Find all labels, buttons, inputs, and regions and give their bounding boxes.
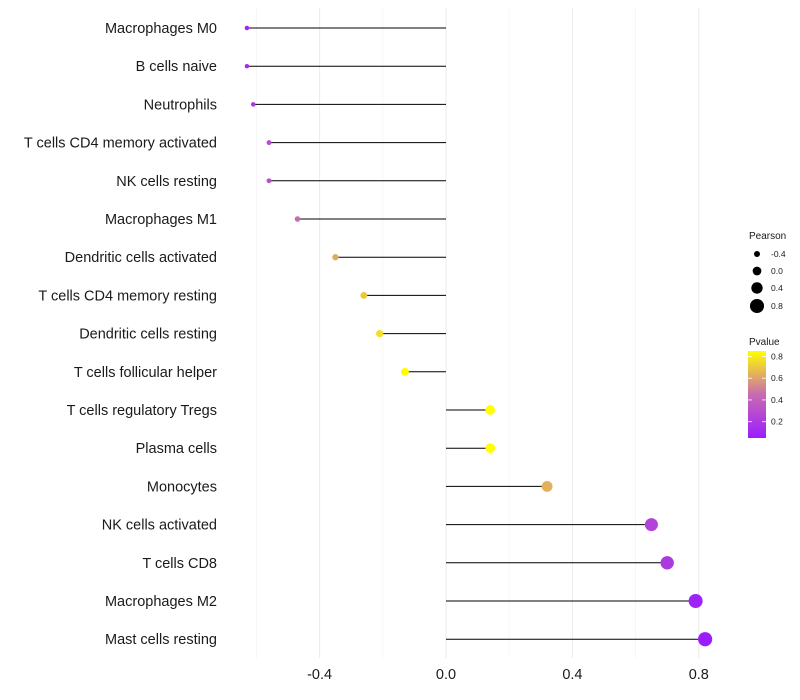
size-legend-key-3: [749, 298, 765, 314]
category-label-8: Dendritic cells resting: [79, 327, 217, 343]
point-10: [485, 405, 496, 415]
size-legend-label-0: -0.4: [771, 249, 786, 259]
size-legend-key-2: [751, 282, 763, 294]
color-legend-label-0: 0.8: [771, 351, 783, 361]
point-14: [660, 556, 674, 570]
x-tick-label-0: -0.4: [307, 667, 332, 683]
category-label-11: Plasma cells: [136, 441, 217, 457]
size-legend-label-2: 0.4: [771, 283, 783, 293]
pvalue-colorbar: [748, 351, 766, 438]
category-label-16: Mast cells resting: [105, 632, 217, 648]
size-legend-key-0: [753, 250, 761, 258]
category-label-1: B cells naive: [136, 59, 217, 75]
category-label-10: T cells regulatory Tregs: [67, 403, 217, 419]
category-label-14: T cells CD8: [142, 556, 217, 572]
point-15: [688, 594, 703, 608]
category-label-13: NK cells activated: [102, 518, 217, 534]
size-legend-label-3: 0.8: [771, 301, 783, 311]
color-legend-label-2: 0.4: [771, 395, 783, 405]
category-labels: Macrophages M0 B cells naive Neutrophils T …: [24, 21, 217, 648]
category-label-0: Macrophages M0: [105, 21, 217, 37]
point-9: [401, 367, 409, 376]
lollipop-points: [244, 25, 713, 647]
pearson-size-legend: Pearson -0.4 0.0 0.4 0.8: [749, 231, 786, 314]
category-label-7: T cells CD4 memory resting: [38, 288, 217, 304]
x-tick-label-3: 0.8: [689, 667, 709, 683]
point-6: [332, 254, 339, 261]
point-7: [360, 291, 368, 299]
category-label-15: Macrophages M2: [105, 594, 217, 610]
point-13: [644, 518, 658, 532]
point-4: [266, 178, 272, 184]
grid-lines: [255, 8, 700, 658]
color-legend-title: Pvalue: [749, 337, 780, 348]
lollipop-stems: [246, 27, 706, 640]
size-legend-title: Pearson: [749, 231, 786, 242]
point-16: [698, 632, 713, 647]
point-11: [485, 443, 496, 454]
x-tick-label-2: 0.4: [562, 667, 582, 683]
pvalue-color-legend: Pvalue 0.8 0.6 0.4 0.2: [748, 337, 783, 438]
point-8: [375, 329, 384, 338]
category-label-3: T cells CD4 memory activated: [24, 136, 217, 152]
point-2: [250, 102, 256, 107]
category-label-4: NK cells resting: [116, 174, 217, 190]
color-legend-label-3: 0.2: [771, 417, 783, 427]
size-legend-label-1: 0.0: [771, 266, 783, 276]
category-label-9: T cells follicular helper: [74, 365, 217, 381]
color-legend-label-1: 0.6: [771, 373, 783, 383]
x-tick-label-1: 0.0: [436, 667, 456, 683]
category-label-2: Neutrophils: [144, 97, 217, 113]
category-label-5: Macrophages M1: [105, 212, 217, 228]
size-legend-key-1: [752, 266, 762, 276]
point-1: [244, 63, 250, 69]
category-label-6: Dendritic cells activated: [65, 250, 217, 266]
x-axis-tick-labels: -0.4 0.0 0.4 0.8: [307, 667, 709, 683]
category-label-12: Monocytes: [147, 479, 217, 495]
point-12: [541, 480, 553, 492]
point-5: [294, 216, 301, 222]
point-3: [266, 140, 272, 146]
point-0: [244, 25, 250, 31]
